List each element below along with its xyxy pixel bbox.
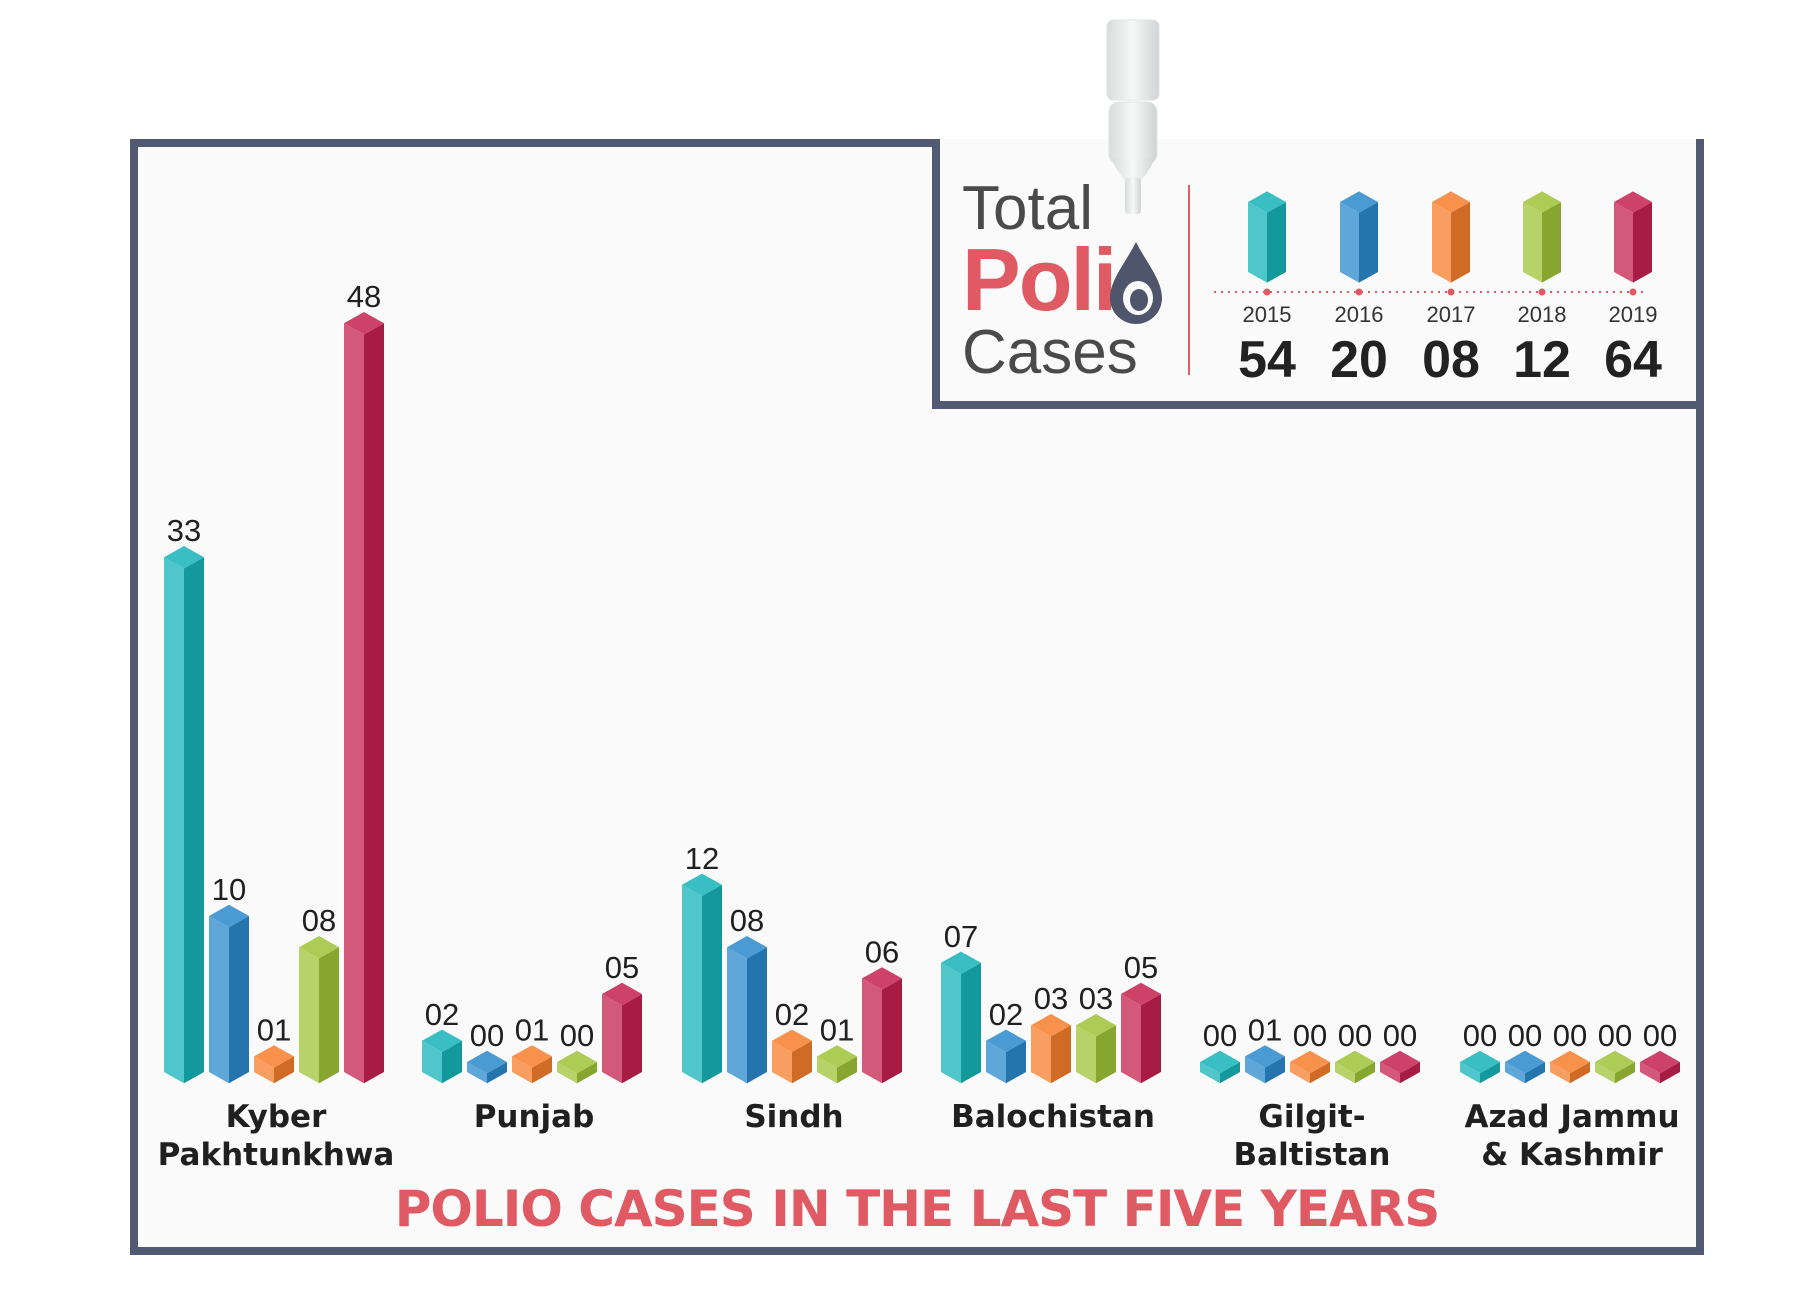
bar-value-label: 01 [257, 1012, 291, 1047]
region-label: Punjab [473, 1099, 595, 1135]
bar-2017-1 [512, 1045, 552, 1084]
bar-2016-0 [209, 904, 249, 1084]
bar-2017-3 [1031, 1014, 1071, 1084]
year-label: 2015 [1242, 302, 1292, 327]
bar-value-label: 48 [347, 279, 381, 314]
bar-2015-5 [1460, 1050, 1500, 1084]
chart-title: POLIO CASES IN THE LAST FIVE YEARS [394, 1180, 1441, 1238]
bar-value-label: 03 [1079, 981, 1113, 1016]
bar-value-label: 03 [1034, 981, 1068, 1016]
bar-2015-0 [164, 546, 204, 1084]
polio-drops-vial-icon [1106, 19, 1160, 214]
year-total-value: 12 [1513, 331, 1571, 389]
bar-value-label: 05 [1124, 950, 1158, 985]
year-total-value: 54 [1238, 331, 1296, 389]
panel-divider [1188, 185, 1190, 375]
bar-value-label: 00 [1553, 1018, 1587, 1053]
bar-value-label: 01 [515, 1012, 549, 1047]
region-label: Gilgit-Baltistan [1233, 1099, 1391, 1173]
region-label: Azad Jammu & Kashmir [1464, 1099, 1680, 1173]
year-label: 2016 [1334, 302, 1384, 327]
bar-2019-0 [344, 312, 384, 1084]
bar-value-label: 00 [1293, 1018, 1327, 1053]
bar-2017-0 [254, 1045, 294, 1084]
bar-2015-4 [1200, 1050, 1240, 1084]
year-label: 2017 [1426, 302, 1476, 327]
bar-2019-1 [602, 982, 642, 1084]
bar-value-label: 08 [730, 903, 764, 938]
bar-2016-5 [1505, 1050, 1545, 1084]
bar-value-label: 02 [425, 997, 459, 1032]
bar-value-label: 33 [167, 513, 201, 548]
bar-2016-3 [986, 1029, 1026, 1084]
bar-2019-2 [862, 967, 902, 1084]
bar-2019-4 [1380, 1050, 1420, 1084]
bar-value-label: 02 [775, 997, 809, 1032]
region-label: Kyber Pakhtunkhwa [157, 1099, 395, 1173]
year-label: 2019 [1608, 302, 1658, 327]
year-total-value: 64 [1604, 331, 1662, 389]
year-total-value: 08 [1422, 331, 1480, 389]
drop-icon [1110, 242, 1162, 324]
bar-2015-2 [682, 873, 722, 1084]
polio-heading: Poli [962, 230, 1117, 329]
bar-2019-5 [1640, 1050, 1680, 1084]
bar-2018-1 [557, 1050, 597, 1084]
bar-value-label: 00 [560, 1018, 594, 1053]
bar-value-label: 00 [1338, 1018, 1372, 1053]
bar-value-label: 01 [820, 1012, 854, 1047]
bar-value-label: 00 [1598, 1018, 1632, 1053]
bar-value-label: 06 [865, 934, 899, 969]
bar-value-label: 01 [1248, 1012, 1282, 1047]
total-heading: Total [962, 174, 1093, 243]
bar-2019-3 [1121, 982, 1161, 1084]
bar-2016-2 [727, 936, 767, 1084]
bar-value-label: 10 [212, 872, 246, 907]
bar-2018-3 [1076, 1014, 1116, 1084]
bar-value-label: 00 [1508, 1018, 1542, 1053]
bar-2016-4 [1245, 1045, 1285, 1084]
bar-value-label: 00 [1463, 1018, 1497, 1053]
bar-value-label: 00 [470, 1018, 504, 1053]
bar-2017-5 [1550, 1050, 1590, 1084]
cases-heading: Cases [962, 318, 1138, 387]
bar-2015-1 [422, 1029, 462, 1084]
bar-2018-4 [1335, 1050, 1375, 1084]
bar-value-label: 05 [605, 950, 639, 985]
bar-2018-5 [1595, 1050, 1635, 1084]
region-label: Sindh [744, 1099, 844, 1135]
bar-2016-1 [467, 1050, 507, 1084]
bar-value-label: 00 [1203, 1018, 1237, 1053]
total-cases-panel [932, 139, 1704, 409]
bar-2018-2 [817, 1045, 857, 1084]
bar-2017-4 [1290, 1050, 1330, 1084]
bar-value-label: 02 [989, 997, 1023, 1032]
bar-value-label: 08 [302, 903, 336, 938]
region-label: Balochistan [951, 1099, 1155, 1135]
bar-value-label: 07 [944, 919, 978, 954]
year-total-value: 20 [1330, 331, 1388, 389]
bar-2015-3 [941, 951, 981, 1084]
bar-value-label: 12 [685, 841, 719, 876]
year-label: 2018 [1517, 302, 1567, 327]
bar-value-label: 00 [1383, 1018, 1417, 1053]
bar-2017-2 [772, 1029, 812, 1084]
bar-value-label: 00 [1643, 1018, 1677, 1053]
bar-2018-0 [299, 936, 339, 1084]
